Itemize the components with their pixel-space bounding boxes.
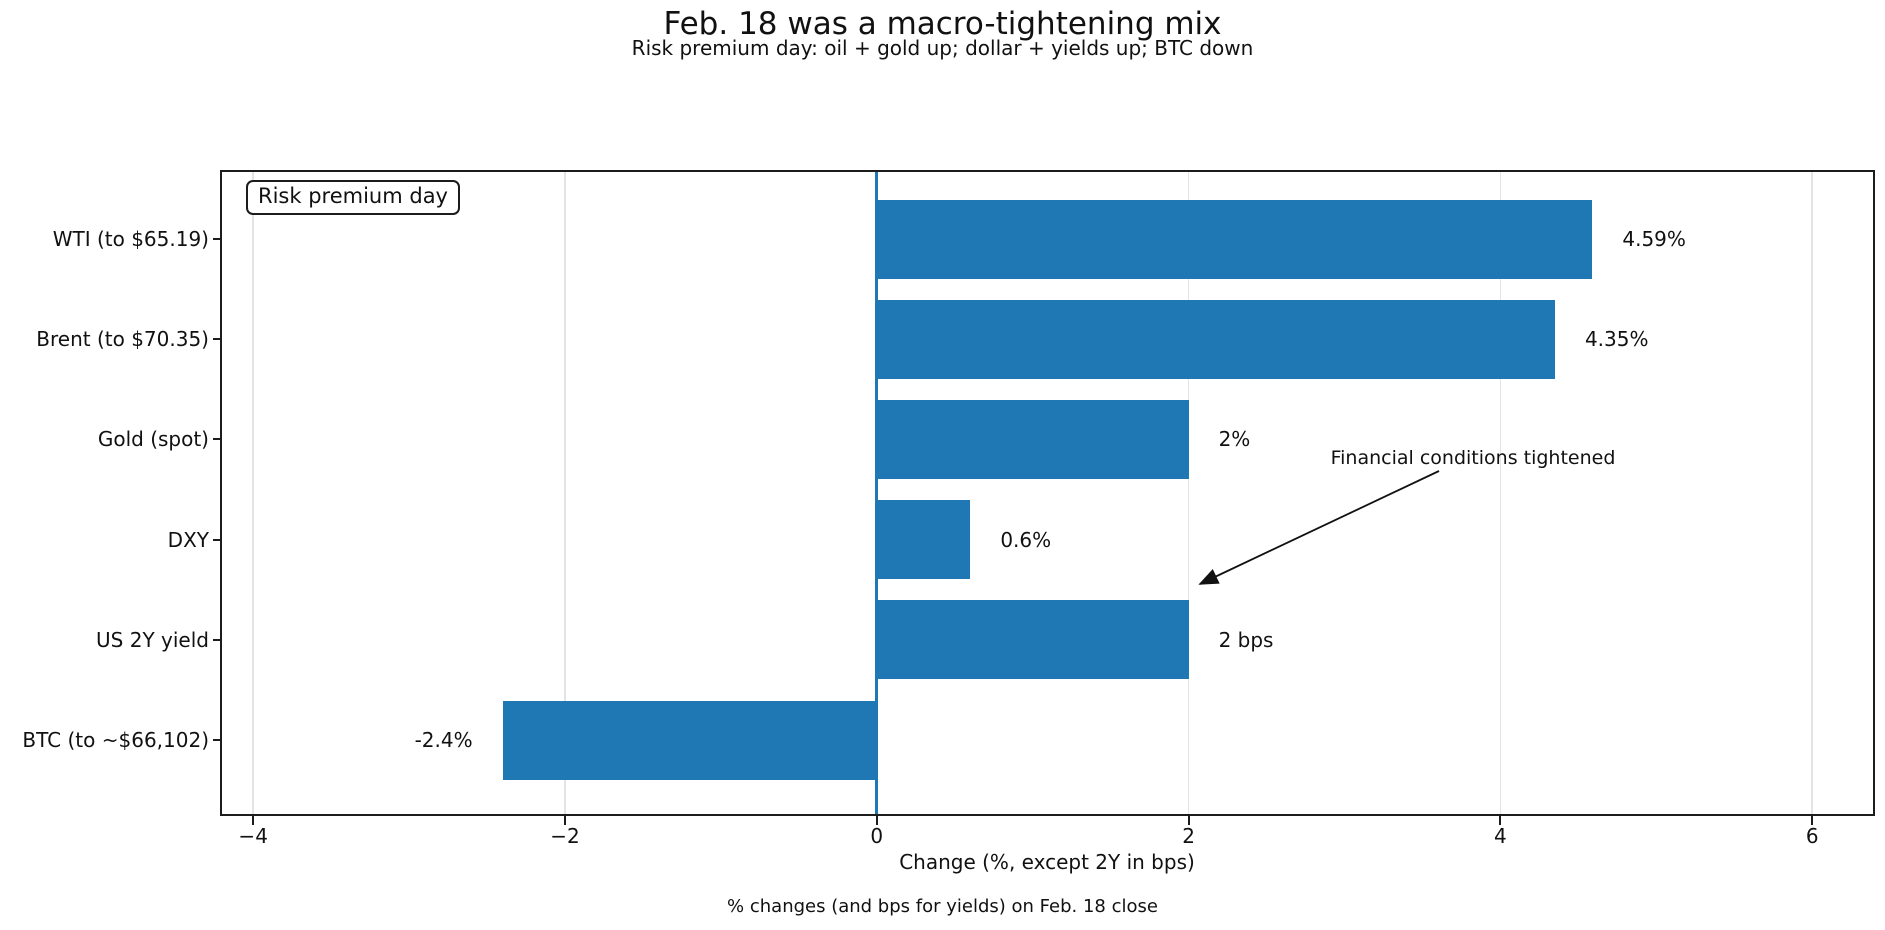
plot-area: Risk premium day Financial conditions ti… [22,170,1875,848]
value-label-gold: 2% [1218,427,1251,452]
x-tick-mark--2 [563,816,566,825]
bar-btc [502,700,877,780]
value-label-wti: 4.59% [1622,227,1686,251]
chart-title: Feb. 18 was a macro-tightening mix [663,6,1222,42]
category-label-dxy: DXY [167,527,209,552]
bar-gold [876,399,1189,479]
x-tick-mark--4 [252,816,255,825]
gridline-x-2 [564,172,566,814]
y-tick-mark-dxy [213,538,222,541]
x-tick-label-6: 6 [1805,824,1819,848]
y-tick-mark-btc [213,739,222,741]
x-tick-label-2: 2 [1182,824,1195,848]
category-label-brent: Brent (to $70.35) [36,327,209,352]
bar-wti [876,199,1593,279]
x-tick-label--2: −2 [550,824,580,848]
gridline-x4 [1499,172,1502,814]
gridline-x2 [1187,172,1190,814]
category-label-gold: Gold (spot) [97,427,209,452]
y-tick-mark-us2y [213,638,222,641]
x-tick-mark-0 [875,816,878,825]
y-tick-mark-wti [213,238,222,240]
value-label-btc: -2.4% [414,728,473,752]
bar-brent [876,299,1555,379]
x-tick-mark-4 [1499,816,1502,825]
y-tick-mark-gold [213,438,222,441]
category-label-wti: WTI (to $65.19) [52,227,209,251]
category-label-us2y: US 2Y yield [96,627,209,652]
x-tick-mark-6 [1811,816,1814,825]
x-tick-label--4: −4 [238,824,268,848]
x-tick-mark-2 [1187,816,1190,825]
x-tick-label-0: 0 [870,824,884,848]
bar-dxy [876,500,971,580]
value-label-brent: 4.35% [1584,327,1649,352]
x-axis-label: Change (%, except 2Y in bps) [899,850,1195,874]
bar-us2y [876,600,1189,680]
legend-box: Risk premium day [246,180,460,215]
x-tick-label-4: 4 [1494,824,1507,848]
chart-footnote: % changes (and bps for yields) on Feb. 1… [727,896,1158,917]
value-label-dxy: 0.6% [1000,527,1052,552]
zero-reference-line [875,172,879,814]
y-tick-mark-brent [213,338,222,341]
value-label-us2y: 2 bps [1218,627,1274,652]
gridline-x6 [1811,172,1813,814]
chart-subtitle: Risk premium day: oil + gold up; dollar … [631,36,1254,60]
annotation-label: Financial conditions tightened [1330,447,1616,469]
gridline-x-4 [252,172,254,814]
category-label-btc: BTC (to ~$66,102) [22,728,209,752]
